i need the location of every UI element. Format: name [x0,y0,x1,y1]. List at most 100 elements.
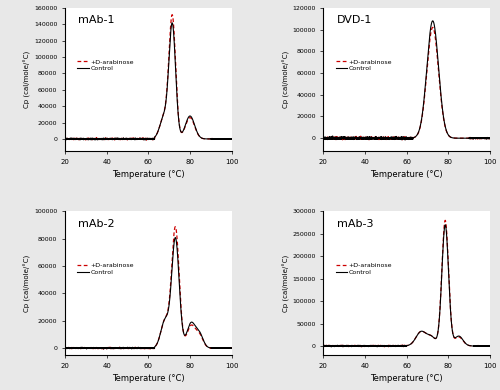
+D-arabinose [81,346,87,351]
+D-arabinose [62,136,68,141]
Control [328,345,334,349]
+D-arabinose [384,344,390,348]
+D-arabinose [484,344,490,348]
Y-axis label: Cp (cal/mole/°C): Cp (cal/mole/°C) [24,255,32,312]
Line: +D-arabinose: +D-arabinose [65,227,232,349]
X-axis label: Temperature (°C): Temperature (°C) [112,170,184,179]
Control [133,345,139,350]
Control [487,344,493,348]
+D-arabinose [91,136,97,141]
Control [129,347,135,351]
Y-axis label: Cp (cal/mole/°C): Cp (cal/mole/°C) [24,51,31,108]
+D-arabinose [430,25,436,30]
Control [208,346,214,350]
+D-arabinose [208,136,214,141]
+D-arabinose [466,343,472,348]
+D-arabinose [91,346,97,351]
Control [430,18,436,23]
Text: mAb-1: mAb-1 [78,15,115,25]
Control [62,136,68,141]
+D-arabinose [172,224,178,229]
+D-arabinose [349,344,355,349]
+D-arabinose [208,346,214,350]
+D-arabinose [487,344,493,348]
Y-axis label: Cp (cal/mole/°C): Cp (cal/mole/°C) [282,255,290,312]
Control [228,136,234,141]
+D-arabinose [466,136,472,140]
+D-arabinose [484,136,490,140]
Control [81,137,87,142]
Control [484,343,490,348]
Control [442,222,448,227]
Control [392,136,398,140]
+D-arabinose [228,137,234,142]
Control [94,138,100,142]
+D-arabinose [226,136,232,141]
Line: Control: Control [324,225,490,347]
+D-arabinose [81,137,87,142]
Control [226,346,232,350]
Text: DVD-1: DVD-1 [336,15,372,25]
Control [133,137,139,142]
+D-arabinose [320,343,326,348]
Text: mAb-2: mAb-2 [78,219,115,229]
+D-arabinose [392,343,398,348]
+D-arabinose [169,12,175,17]
Line: +D-arabinose: +D-arabinose [324,220,490,347]
Legend: +D-arabinose, Control: +D-arabinose, Control [75,261,136,277]
Legend: +D-arabinose, Control: +D-arabinose, Control [333,57,395,74]
Legend: +D-arabinose, Control: +D-arabinose, Control [333,261,395,277]
Control [228,346,234,351]
+D-arabinose [320,135,326,140]
Legend: +D-arabinose, Control: +D-arabinose, Control [75,57,136,74]
Control [392,343,398,348]
Control [126,346,132,350]
Line: Control: Control [324,21,490,140]
+D-arabinose [226,346,232,350]
+D-arabinose [144,138,150,142]
+D-arabinose [133,346,139,351]
+D-arabinose [349,136,355,140]
Control [466,136,472,140]
Line: Control: Control [65,23,232,140]
Line: +D-arabinose: +D-arabinose [65,15,232,140]
Control [340,344,345,348]
Line: Control: Control [65,238,232,349]
Control [384,136,390,141]
+D-arabinose [384,136,390,141]
+D-arabinose [80,347,86,351]
Control [484,137,490,142]
Text: mAb-3: mAb-3 [336,219,373,229]
+D-arabinose [126,137,132,142]
Control [384,344,390,348]
Control [487,136,493,140]
X-axis label: Temperature (°C): Temperature (°C) [370,170,443,179]
+D-arabinose [442,218,448,223]
Control [350,344,356,348]
+D-arabinose [392,136,398,141]
Control [226,136,232,141]
Control [349,136,355,140]
+D-arabinose [487,136,493,140]
+D-arabinose [382,344,388,349]
Control [81,346,87,351]
Control [340,135,345,140]
Control [466,343,472,348]
+D-arabinose [133,136,139,141]
Control [91,346,97,350]
+D-arabinose [396,138,402,142]
Control [126,137,132,142]
Control [172,235,178,240]
X-axis label: Temperature (°C): Temperature (°C) [370,374,443,383]
+D-arabinose [340,135,345,140]
Control [320,344,326,348]
Control [91,136,97,141]
Control [320,136,326,141]
X-axis label: Temperature (°C): Temperature (°C) [112,374,184,383]
+D-arabinose [126,345,132,350]
Control [62,346,68,350]
+D-arabinose [62,346,68,350]
Y-axis label: Cp (cal/mole/°C): Cp (cal/mole/°C) [282,51,290,108]
Line: +D-arabinose: +D-arabinose [324,27,490,140]
+D-arabinose [228,346,234,351]
